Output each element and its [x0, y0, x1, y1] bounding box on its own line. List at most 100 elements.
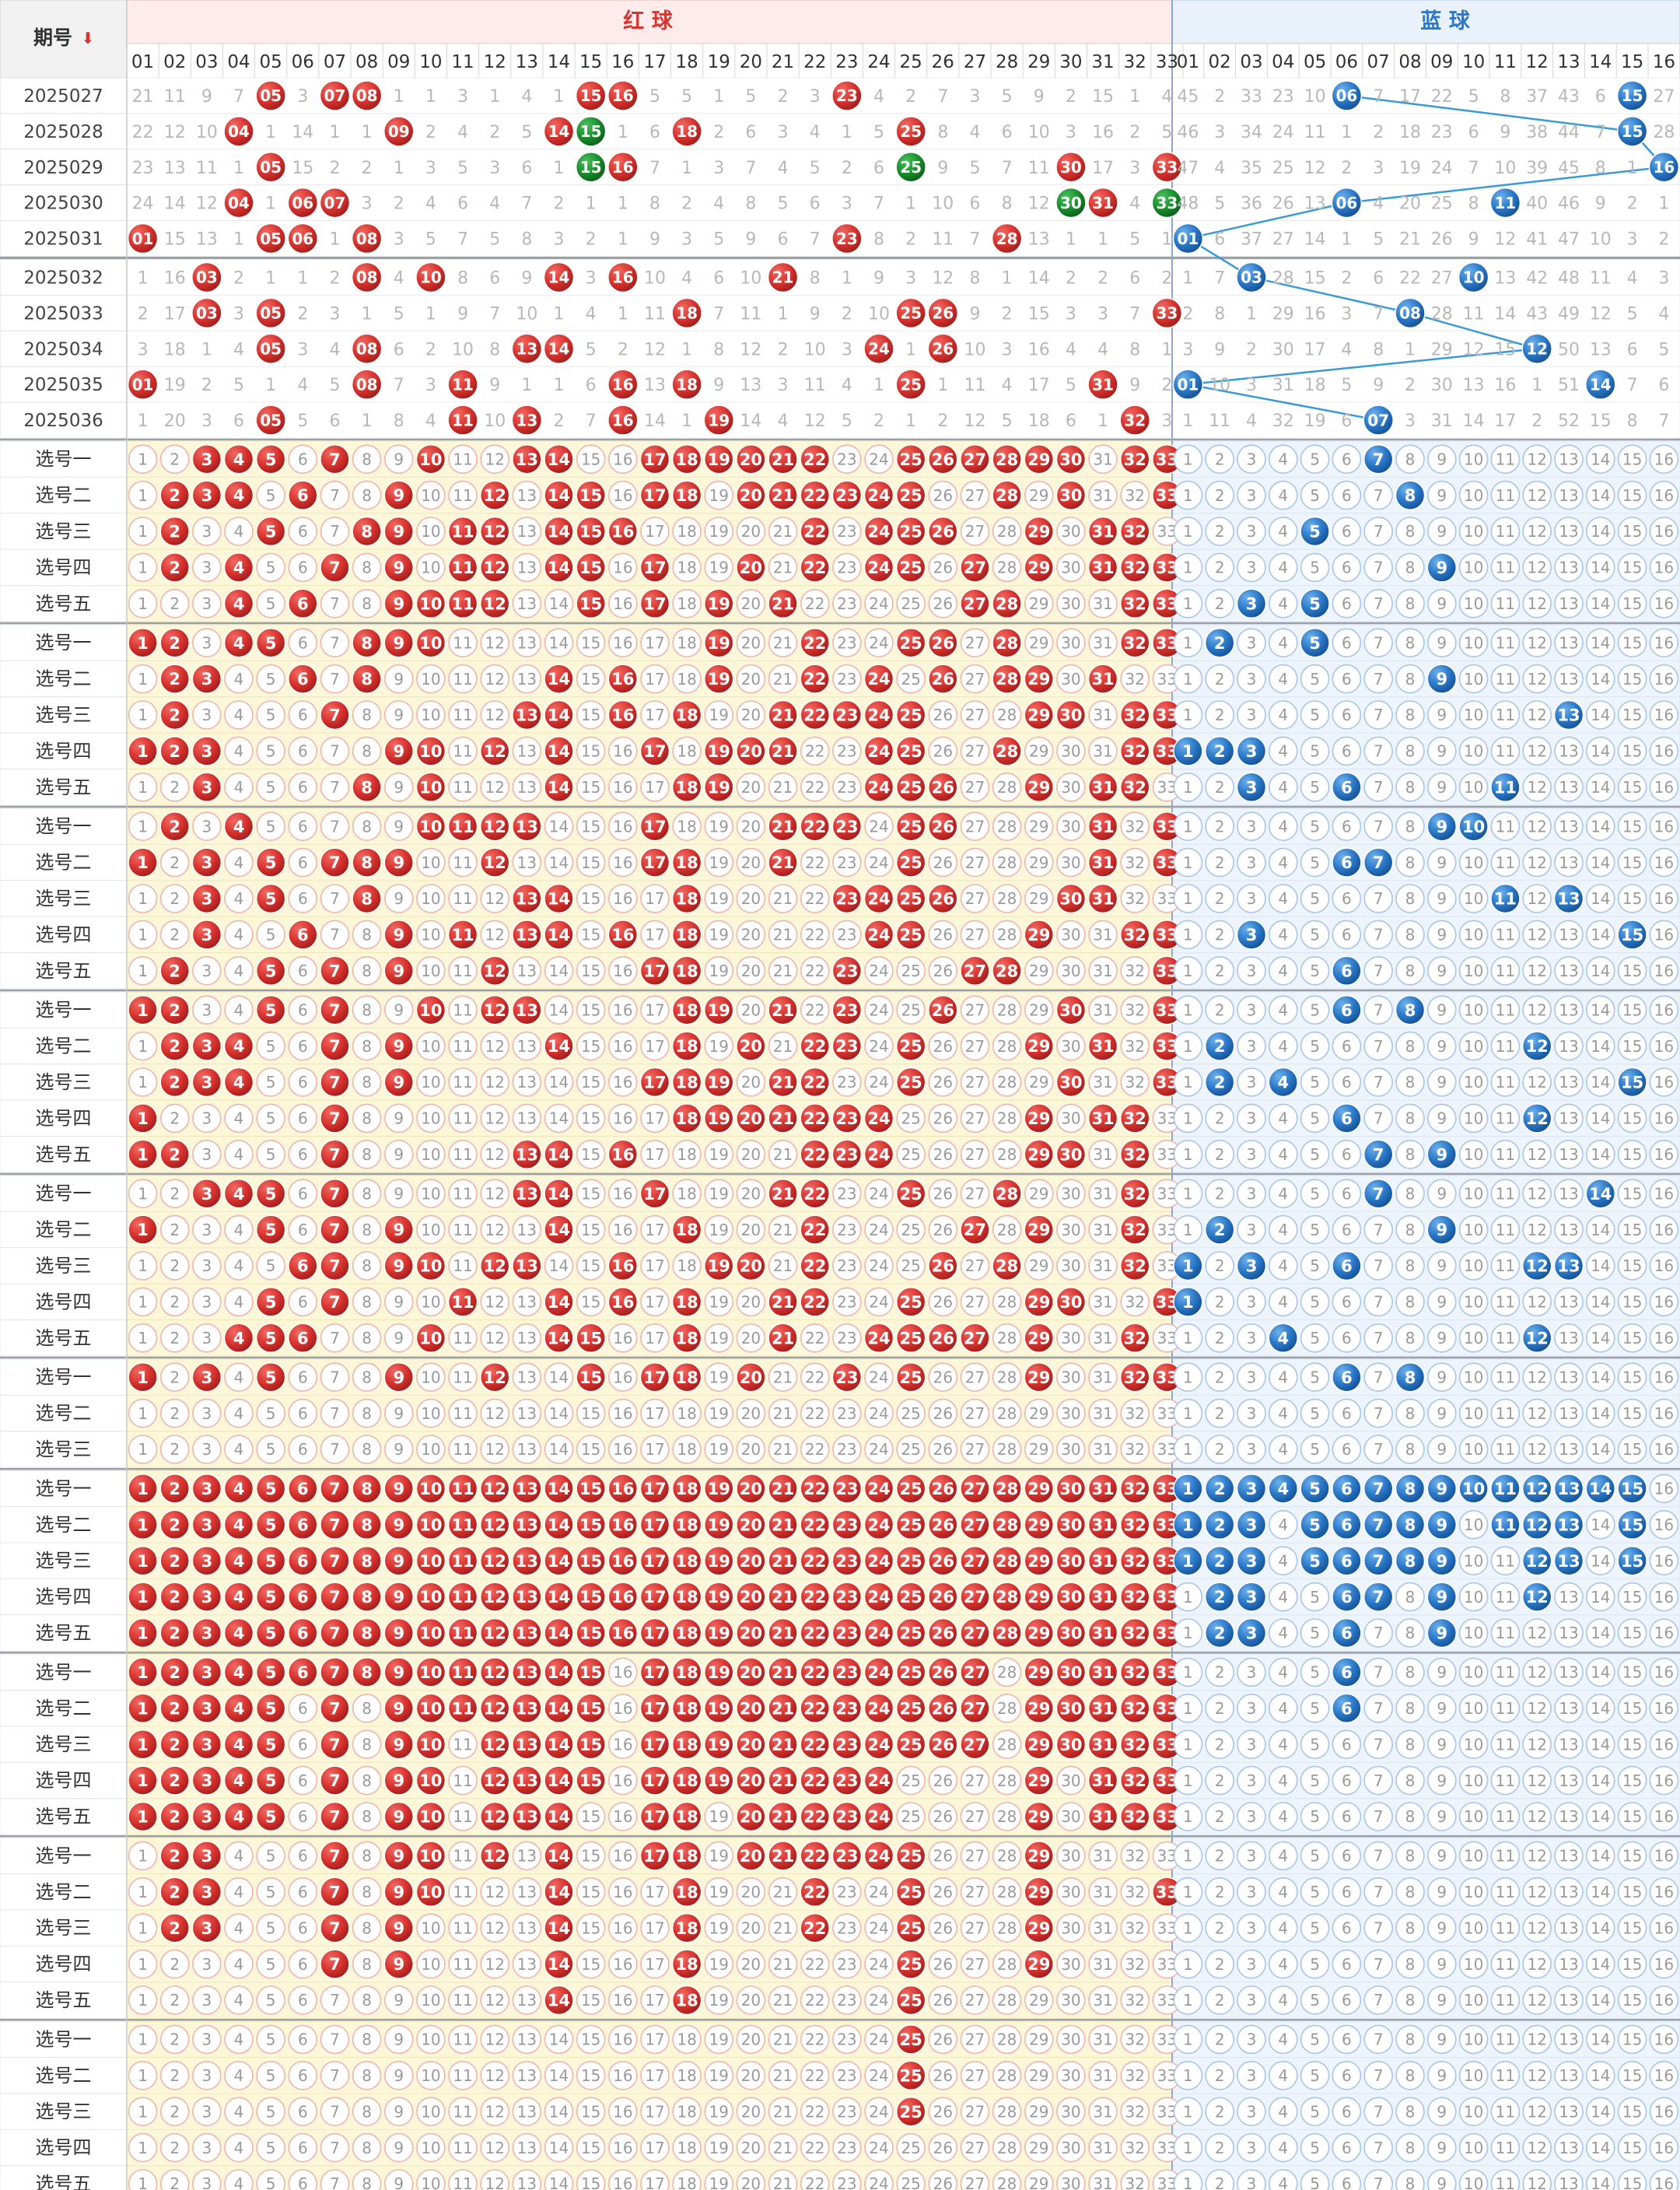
- pick-blue-ball[interactable]: 13: [1554, 552, 1584, 583]
- pick-red-ball[interactable]: 16: [608, 736, 638, 766]
- pick-red-ball[interactable]: 2: [159, 2061, 190, 2090]
- pick-red-ball-selected[interactable]: 3: [191, 1582, 222, 1612]
- pick-red-ball[interactable]: 23: [832, 1913, 862, 1943]
- pick-red-ball[interactable]: 1: [128, 1323, 158, 1353]
- pick-red-ball[interactable]: 7: [320, 1435, 350, 1464]
- pick-row-label[interactable]: 选号四: [36, 556, 92, 578]
- pick-blue-ball[interactable]: 10: [1458, 1510, 1489, 1540]
- pick-red-ball-selected[interactable]: 11: [447, 1582, 478, 1612]
- pick-blue-ball[interactable]: 8: [1395, 884, 1425, 913]
- pick-red-ball-selected[interactable]: 7: [320, 1912, 350, 1943]
- pick-red-ball-selected[interactable]: 25: [895, 1876, 926, 1908]
- pick-red-ball-selected[interactable]: 23: [831, 1473, 863, 1504]
- pick-red-ball-selected[interactable]: 22: [800, 1067, 830, 1098]
- pick-red-ball[interactable]: 6: [288, 517, 318, 546]
- pick-red-ball-selected[interactable]: 28: [992, 480, 1022, 510]
- pick-red-ball-selected[interactable]: 27: [960, 588, 990, 619]
- pick-red-ball[interactable]: 25: [896, 995, 926, 1025]
- pick-red-ball-selected[interactable]: 28: [992, 1617, 1022, 1649]
- pick-blue-ball[interactable]: 3: [1237, 1179, 1266, 1208]
- pick-red-ball-selected[interactable]: 17: [639, 1841, 670, 1871]
- pick-red-ball-selected[interactable]: 1: [128, 1103, 158, 1134]
- pick-red-ball-selected[interactable]: 9: [383, 1067, 415, 1098]
- pick-red-ball-selected[interactable]: 32: [1119, 1178, 1150, 1209]
- pick-red-ball[interactable]: 16: [608, 1985, 638, 2015]
- pick-blue-ball[interactable]: 11: [1490, 1694, 1521, 1723]
- pick-blue-ball[interactable]: 4: [1269, 995, 1298, 1025]
- pick-red-ball-selected[interactable]: 32: [1119, 1582, 1150, 1612]
- drawn-red-ball[interactable]: 03: [191, 297, 222, 329]
- pick-red-ball-selected[interactable]: 7: [320, 1693, 350, 1724]
- pick-blue-ball-selected[interactable]: 9: [1426, 811, 1458, 842]
- pick-red-ball-selected[interactable]: 14: [544, 1139, 574, 1170]
- pick-blue-ball[interactable]: 13: [1554, 1362, 1584, 1392]
- pick-red-ball[interactable]: 7: [320, 884, 350, 913]
- pick-red-ball[interactable]: 9: [383, 1103, 414, 1134]
- pick-red-ball[interactable]: 26: [928, 1103, 958, 1134]
- pick-red-ball[interactable]: 4: [224, 2169, 254, 2190]
- pick-row-label[interactable]: 选号三: [36, 1071, 92, 1093]
- pick-blue-ball-selected[interactable]: 13: [1553, 1473, 1584, 1504]
- pick-blue-ball[interactable]: 6: [1332, 1877, 1362, 1907]
- pick-blue-ball[interactable]: 13: [1554, 811, 1584, 841]
- pick-blue-ball[interactable]: 9: [1427, 1657, 1457, 1687]
- pick-red-ball[interactable]: 26: [928, 1031, 958, 1061]
- pick-red-ball-selected[interactable]: 25: [895, 1545, 926, 1576]
- pick-blue-ball-selected[interactable]: 5: [1300, 1473, 1330, 1504]
- pick-red-ball[interactable]: 28: [992, 884, 1022, 913]
- pick-red-ball[interactable]: 6: [288, 736, 318, 766]
- pick-blue-ball[interactable]: 2: [1205, 1913, 1234, 1943]
- pick-red-ball-selected[interactable]: 19: [704, 994, 734, 1025]
- pick-blue-ball[interactable]: 2: [1205, 956, 1234, 986]
- pick-red-ball-selected[interactable]: 24: [863, 1545, 894, 1576]
- pick-red-ball[interactable]: 1: [128, 664, 158, 694]
- pick-blue-ball[interactable]: 16: [1649, 1877, 1679, 1907]
- pick-blue-ball[interactable]: 4: [1269, 517, 1298, 546]
- pick-blue-ball[interactable]: 11: [1490, 1179, 1521, 1208]
- pick-blue-ball[interactable]: 15: [1617, 1949, 1647, 1979]
- pick-blue-ball[interactable]: 11: [1490, 517, 1521, 546]
- pick-blue-ball[interactable]: 5: [1300, 664, 1330, 694]
- pick-row-label[interactable]: 选号一: [36, 2028, 92, 2050]
- pick-red-ball[interactable]: 21: [768, 2024, 798, 2055]
- pick-red-ball[interactable]: 8: [352, 552, 382, 583]
- pick-blue-ball[interactable]: 14: [1586, 1802, 1615, 1831]
- pick-blue-ball[interactable]: 13: [1554, 517, 1584, 546]
- pick-red-ball-selected[interactable]: 30: [1055, 1473, 1087, 1504]
- pick-blue-ball[interactable]: 13: [1554, 2132, 1584, 2163]
- pick-blue-ball[interactable]: 10: [1458, 1287, 1489, 1317]
- pick-blue-ball[interactable]: 14: [1586, 628, 1615, 658]
- pick-blue-ball[interactable]: 10: [1458, 1179, 1489, 1208]
- pick-blue-ball[interactable]: 11: [1490, 588, 1521, 618]
- pick-red-ball-selected[interactable]: 30: [1055, 1509, 1087, 1540]
- pick-red-ball[interactable]: 31: [1088, 1841, 1118, 1871]
- pick-red-ball-selected[interactable]: 19: [704, 1729, 734, 1760]
- pick-red-ball[interactable]: 1: [128, 1877, 158, 1907]
- pick-blue-ball[interactable]: 13: [1554, 956, 1584, 986]
- pick-red-ball-selected[interactable]: 8: [352, 1545, 382, 1576]
- pick-red-ball-selected[interactable]: 14: [544, 552, 574, 583]
- pick-red-ball-selected[interactable]: 16: [607, 1545, 639, 1576]
- pick-red-ball[interactable]: 6: [288, 1287, 318, 1317]
- pick-red-ball[interactable]: 9: [383, 1287, 414, 1317]
- pick-red-ball-selected[interactable]: 32: [1119, 1323, 1150, 1354]
- pick-red-ball-selected[interactable]: 10: [415, 1765, 446, 1796]
- pick-red-ball-selected[interactable]: 29: [1024, 1214, 1055, 1245]
- pick-red-ball-selected[interactable]: 29: [1024, 1473, 1055, 1504]
- pick-blue-ball[interactable]: 16: [1649, 1323, 1679, 1353]
- pick-red-ball[interactable]: 30: [1056, 1323, 1086, 1353]
- pick-red-ball[interactable]: 4: [224, 1913, 254, 1943]
- pick-blue-ball[interactable]: 4: [1269, 1435, 1298, 1464]
- pick-blue-ball[interactable]: 15: [1617, 1140, 1647, 1169]
- pick-red-ball-selected[interactable]: 1: [128, 1729, 158, 1760]
- pick-blue-ball[interactable]: 12: [1522, 552, 1552, 583]
- pick-blue-ball[interactable]: 14: [1586, 2132, 1615, 2163]
- pick-blue-ball[interactable]: 8: [1395, 1582, 1425, 1612]
- pick-red-ball[interactable]: 7: [320, 811, 350, 841]
- pick-red-ball[interactable]: 17: [640, 628, 670, 658]
- pick-red-ball[interactable]: 28: [992, 1031, 1022, 1061]
- pick-red-ball-selected[interactable]: 32: [1119, 1473, 1150, 1504]
- pick-red-ball-selected[interactable]: 3: [191, 1545, 222, 1576]
- pick-blue-ball[interactable]: 5: [1300, 811, 1330, 841]
- drawn-red-ball[interactable]: 25: [895, 152, 926, 183]
